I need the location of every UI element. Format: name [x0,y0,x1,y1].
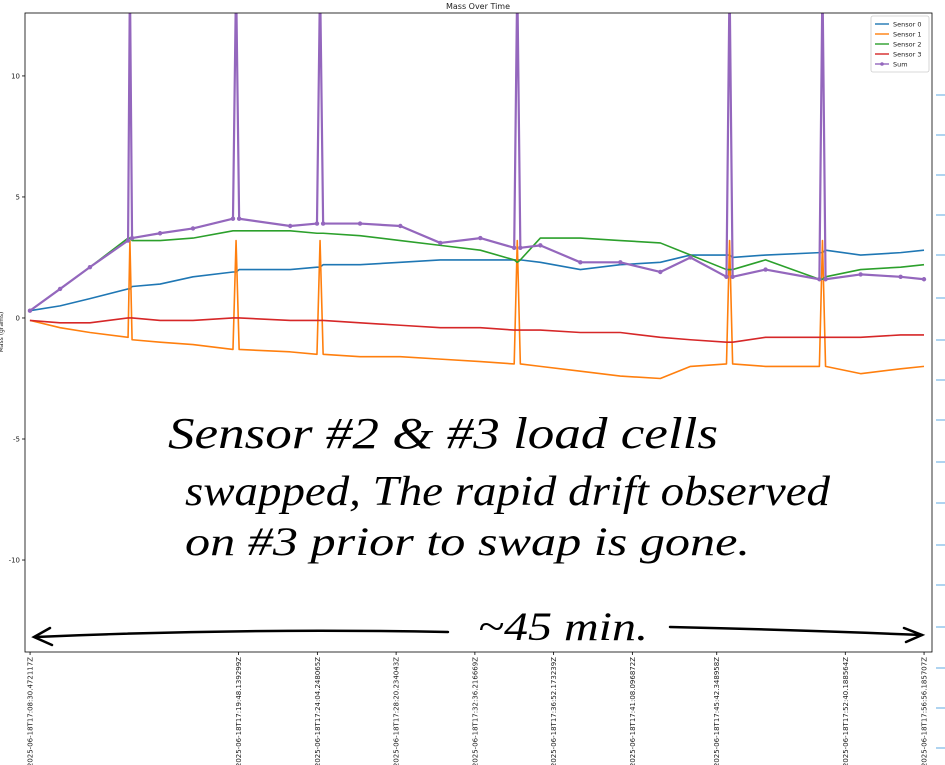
legend-label: Sensor 0 [893,21,921,29]
span-arrow [31,625,926,647]
x-tick-label: 2025-06-18T17:32:36.216669Z [471,657,479,765]
annotation: ~45 min. [478,604,648,649]
series-marker [320,221,326,226]
x-tick-label: 2025-06-18T17:56:56.185707Z [921,657,929,765]
y-tick-label: -5 [13,436,20,444]
series-marker [398,223,403,229]
series-marker [125,238,131,243]
series-marker [618,260,623,265]
y-tick-label: 5 [16,193,20,201]
series-marker [357,221,363,226]
series-marker [724,274,729,280]
series-marker [823,277,828,282]
series-marker [230,216,236,221]
x-tick-label: 2025-06-18T17:08:30.472117Z [27,657,35,765]
annotation: on #3 prior to swap is gone. [185,519,750,564]
series-marker [236,216,242,221]
series-marker [518,245,523,250]
legend-label: Sensor 3 [893,51,921,59]
series-marker [921,277,927,282]
x-tick-label: 2025-06-18T17:45:42.348958Z [713,657,721,765]
legend: Sensor 0 Sensor 1 Sensor 2 Sensor 3 Sum [870,15,930,73]
legend-label: Sensor 1 [893,31,921,39]
series-marker [87,264,93,270]
legend-marker [880,62,884,66]
series-marker [478,235,483,241]
series-marker [157,231,163,236]
series-marker [658,269,663,275]
series-marker [57,286,63,292]
x-tick-label: 2025-06-18T17:19:48.139299Z [235,657,243,765]
legend-box [870,15,930,73]
series-marker [190,226,196,231]
series-marker [578,260,583,265]
y-tick-label: 10 [11,72,20,80]
x-tick-label: 2025-06-18T17:28:20.234043Z [393,657,401,765]
x-tick-label: 2025-06-18T17:36:52.173239Z [550,657,558,765]
series-marker [314,221,320,226]
plot-frame [24,12,933,653]
series-marker [288,223,293,229]
series-marker [129,235,135,241]
series-marker [858,272,863,277]
x-tick-label: 2025-06-18T17:41:08.096872Z [629,657,637,765]
x-tick-label: 2025-06-18T17:52:40.188564Z [842,657,850,765]
x-tick-label: 2025-06-18T17:24:04.248065Z [314,657,322,765]
y-axis-label: Mass (grams) [0,312,5,353]
y-tick-label: 0 [16,314,20,322]
legend-label: Sensor 2 [893,41,921,49]
legend-label: Sum [893,61,908,69]
annotation: Sensor #2 & #3 load cells [168,409,718,458]
series-line [29,230,925,312]
series-marker [438,240,443,246]
series-marker [688,255,693,260]
series-marker [538,243,543,248]
series-line [29,317,924,343]
series-line [29,239,925,380]
chart-title: Mass Over Time [446,2,510,11]
series-marker [27,308,33,313]
handwritten-note: Sensor #2 & #3 load cells swapped, The r… [168,409,831,649]
series-marker [817,277,822,282]
y-tick-label: -10 [9,557,20,565]
edge-dashes [936,94,945,749]
annotation: swapped, The rapid drift observed [185,469,831,515]
series-marker [898,274,903,280]
series-marker [730,274,735,280]
axes: -10 -5 0 5 10 2025-06-18T17:08:30.472117Z 2025… [9,72,929,765]
series-marker [763,267,768,272]
series-marker [511,245,517,250]
plot-area [27,13,927,380]
series-line [29,13,925,312]
series-line [29,249,925,312]
